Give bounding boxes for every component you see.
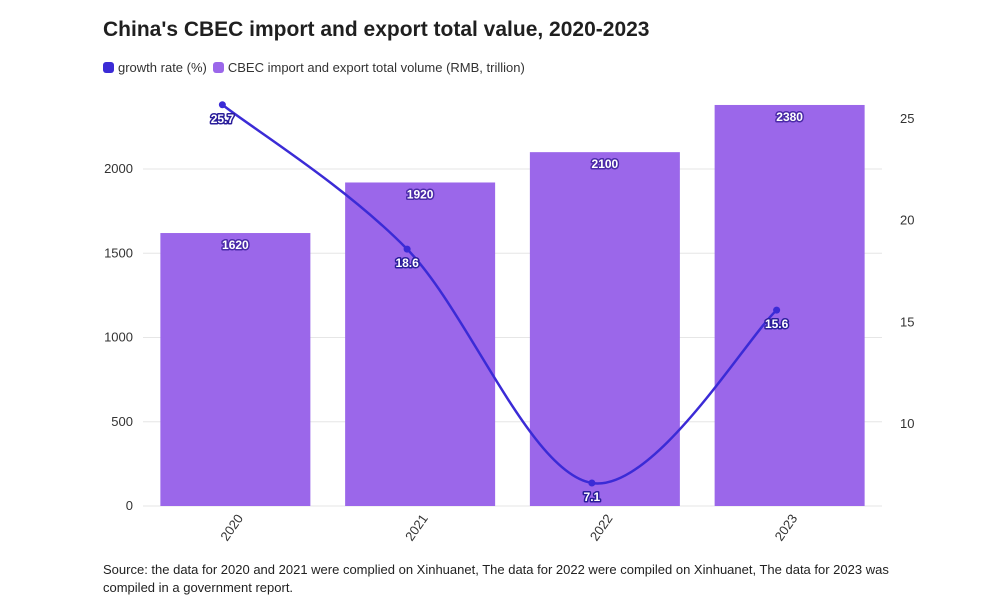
bar-value-label-2022: 2100 xyxy=(592,157,619,171)
x-tick-label-2023: 2023 xyxy=(772,511,801,543)
growth-point-2020 xyxy=(218,101,226,109)
chart-title: China's CBEC import and export total val… xyxy=(103,18,650,41)
bar-2022 xyxy=(529,152,680,506)
right-tick-label-20: 20 xyxy=(900,213,914,228)
growth-value-label-2022: 7.1 xyxy=(584,490,601,504)
bar-2021 xyxy=(345,182,496,507)
left-tick-label-1000: 1000 xyxy=(104,330,133,345)
bar-value-label-2020: 1620 xyxy=(222,238,249,252)
chart-legend: growth rate (%) CBEC import and export t… xyxy=(103,60,531,75)
growth-point-2023 xyxy=(773,306,781,314)
data-labels: 1620 1920 2100 2380 25.7 18.6 7.1 15.6 xyxy=(209,108,805,505)
left-tick-label-1500: 1500 xyxy=(104,245,133,260)
growth-value-label-2023: 15.6 xyxy=(765,317,789,331)
x-tick-label-2020: 2020 xyxy=(217,511,246,543)
x-tick-label-2021: 2021 xyxy=(402,511,431,543)
growth-line-path xyxy=(221,103,778,485)
growth-line xyxy=(218,101,781,487)
legend-label-total-volume: CBEC import and export total volume (RMB… xyxy=(227,60,525,75)
right-tick-label-15: 15 xyxy=(900,314,914,329)
growth-point-2021 xyxy=(403,245,411,253)
bar-value-label-2023: 2380 xyxy=(776,110,803,124)
growth-value-label-2021: 18.6 xyxy=(395,256,419,270)
growth-point-2022 xyxy=(588,479,596,487)
right-tick-label-10: 10 xyxy=(900,416,914,431)
legend-swatch-growth-rate xyxy=(103,62,114,73)
right-tick-label-25: 25 xyxy=(900,111,914,126)
left-tick-label-0: 0 xyxy=(126,498,133,513)
legend-item-total-volume[interactable]: CBEC import and export total volume (RMB… xyxy=(212,60,525,75)
legend-swatch-total-volume xyxy=(212,62,224,73)
left-tick-label-2000: 2000 xyxy=(104,161,133,176)
bar-value-label-2021: 1920 xyxy=(407,187,434,201)
x-tick-label-2022: 2022 xyxy=(587,511,616,543)
legend-label-growth-rate: growth rate (%) xyxy=(118,60,207,75)
left-tick-label-500: 500 xyxy=(111,414,133,429)
bar-2020 xyxy=(160,233,311,506)
source-note: Source: the data for 2020 and 2021 were … xyxy=(103,562,889,595)
legend-item-growth-rate[interactable]: growth rate (%) xyxy=(103,60,207,75)
bar-2023 xyxy=(714,104,865,506)
growth-value-label-2020: 25.7 xyxy=(211,112,235,126)
bars xyxy=(160,104,865,507)
